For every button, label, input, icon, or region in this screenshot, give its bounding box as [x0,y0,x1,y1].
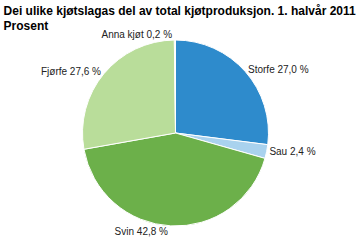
svg-text:Dei ulike kjøtslagas del av to: Dei ulike kjøtslagas del av total kjøtpr… [4,4,356,34]
svg-text:Fjørfe 27,6 %: Fjørfe 27,6 % [41,66,101,77]
svg-text:Storfe 27,0 %: Storfe 27,0 % [248,64,309,75]
svg-text:Anna kjøt 0,2 %: Anna kjøt 0,2 % [101,29,172,40]
svg-text:Svin 42,8 %: Svin 42,8 % [115,226,168,237]
svg-text:Sau 2,4 %: Sau 2,4 % [269,146,315,157]
